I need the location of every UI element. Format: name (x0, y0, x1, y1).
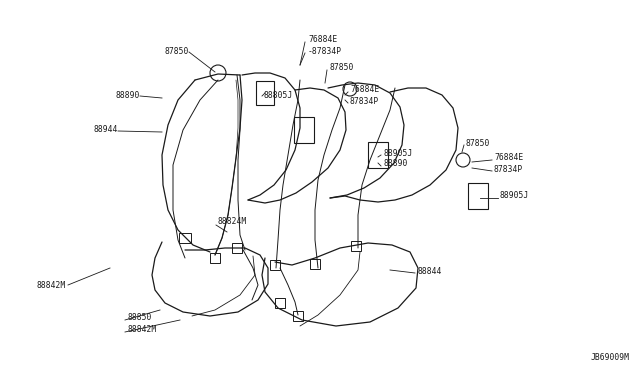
Bar (179, 233, 191, 243)
Text: 88842M: 88842M (128, 326, 157, 334)
Text: 88805J: 88805J (264, 90, 293, 99)
Bar (293, 311, 303, 321)
Bar (368, 142, 388, 168)
Text: 88844: 88844 (418, 266, 442, 276)
Bar (310, 259, 320, 269)
Text: 87834P: 87834P (494, 164, 524, 173)
Bar (351, 241, 361, 251)
Text: 88905J: 88905J (500, 192, 529, 201)
Text: 87850: 87850 (330, 64, 355, 73)
Text: 88890: 88890 (383, 160, 408, 169)
Bar (210, 253, 220, 263)
Text: 88944: 88944 (93, 125, 118, 135)
Text: 76884E: 76884E (308, 35, 337, 45)
Text: -87834P: -87834P (308, 46, 342, 55)
Text: 87850: 87850 (164, 48, 189, 57)
Bar (468, 183, 488, 209)
Text: 88842M: 88842M (36, 280, 66, 289)
Text: 76884E: 76884E (350, 86, 380, 94)
Bar (256, 81, 274, 105)
Text: 88850: 88850 (128, 314, 152, 323)
Text: 76884E: 76884E (494, 154, 524, 163)
Text: 88890: 88890 (116, 90, 140, 99)
Text: 88905J: 88905J (383, 148, 412, 157)
Bar (270, 260, 280, 270)
Text: 88824M: 88824M (218, 218, 247, 227)
Bar (275, 298, 285, 308)
Text: 87850: 87850 (466, 138, 490, 148)
Text: JB69009M: JB69009M (591, 353, 630, 362)
Text: 87834P: 87834P (350, 96, 380, 106)
Bar (232, 243, 242, 253)
Bar (294, 117, 314, 143)
